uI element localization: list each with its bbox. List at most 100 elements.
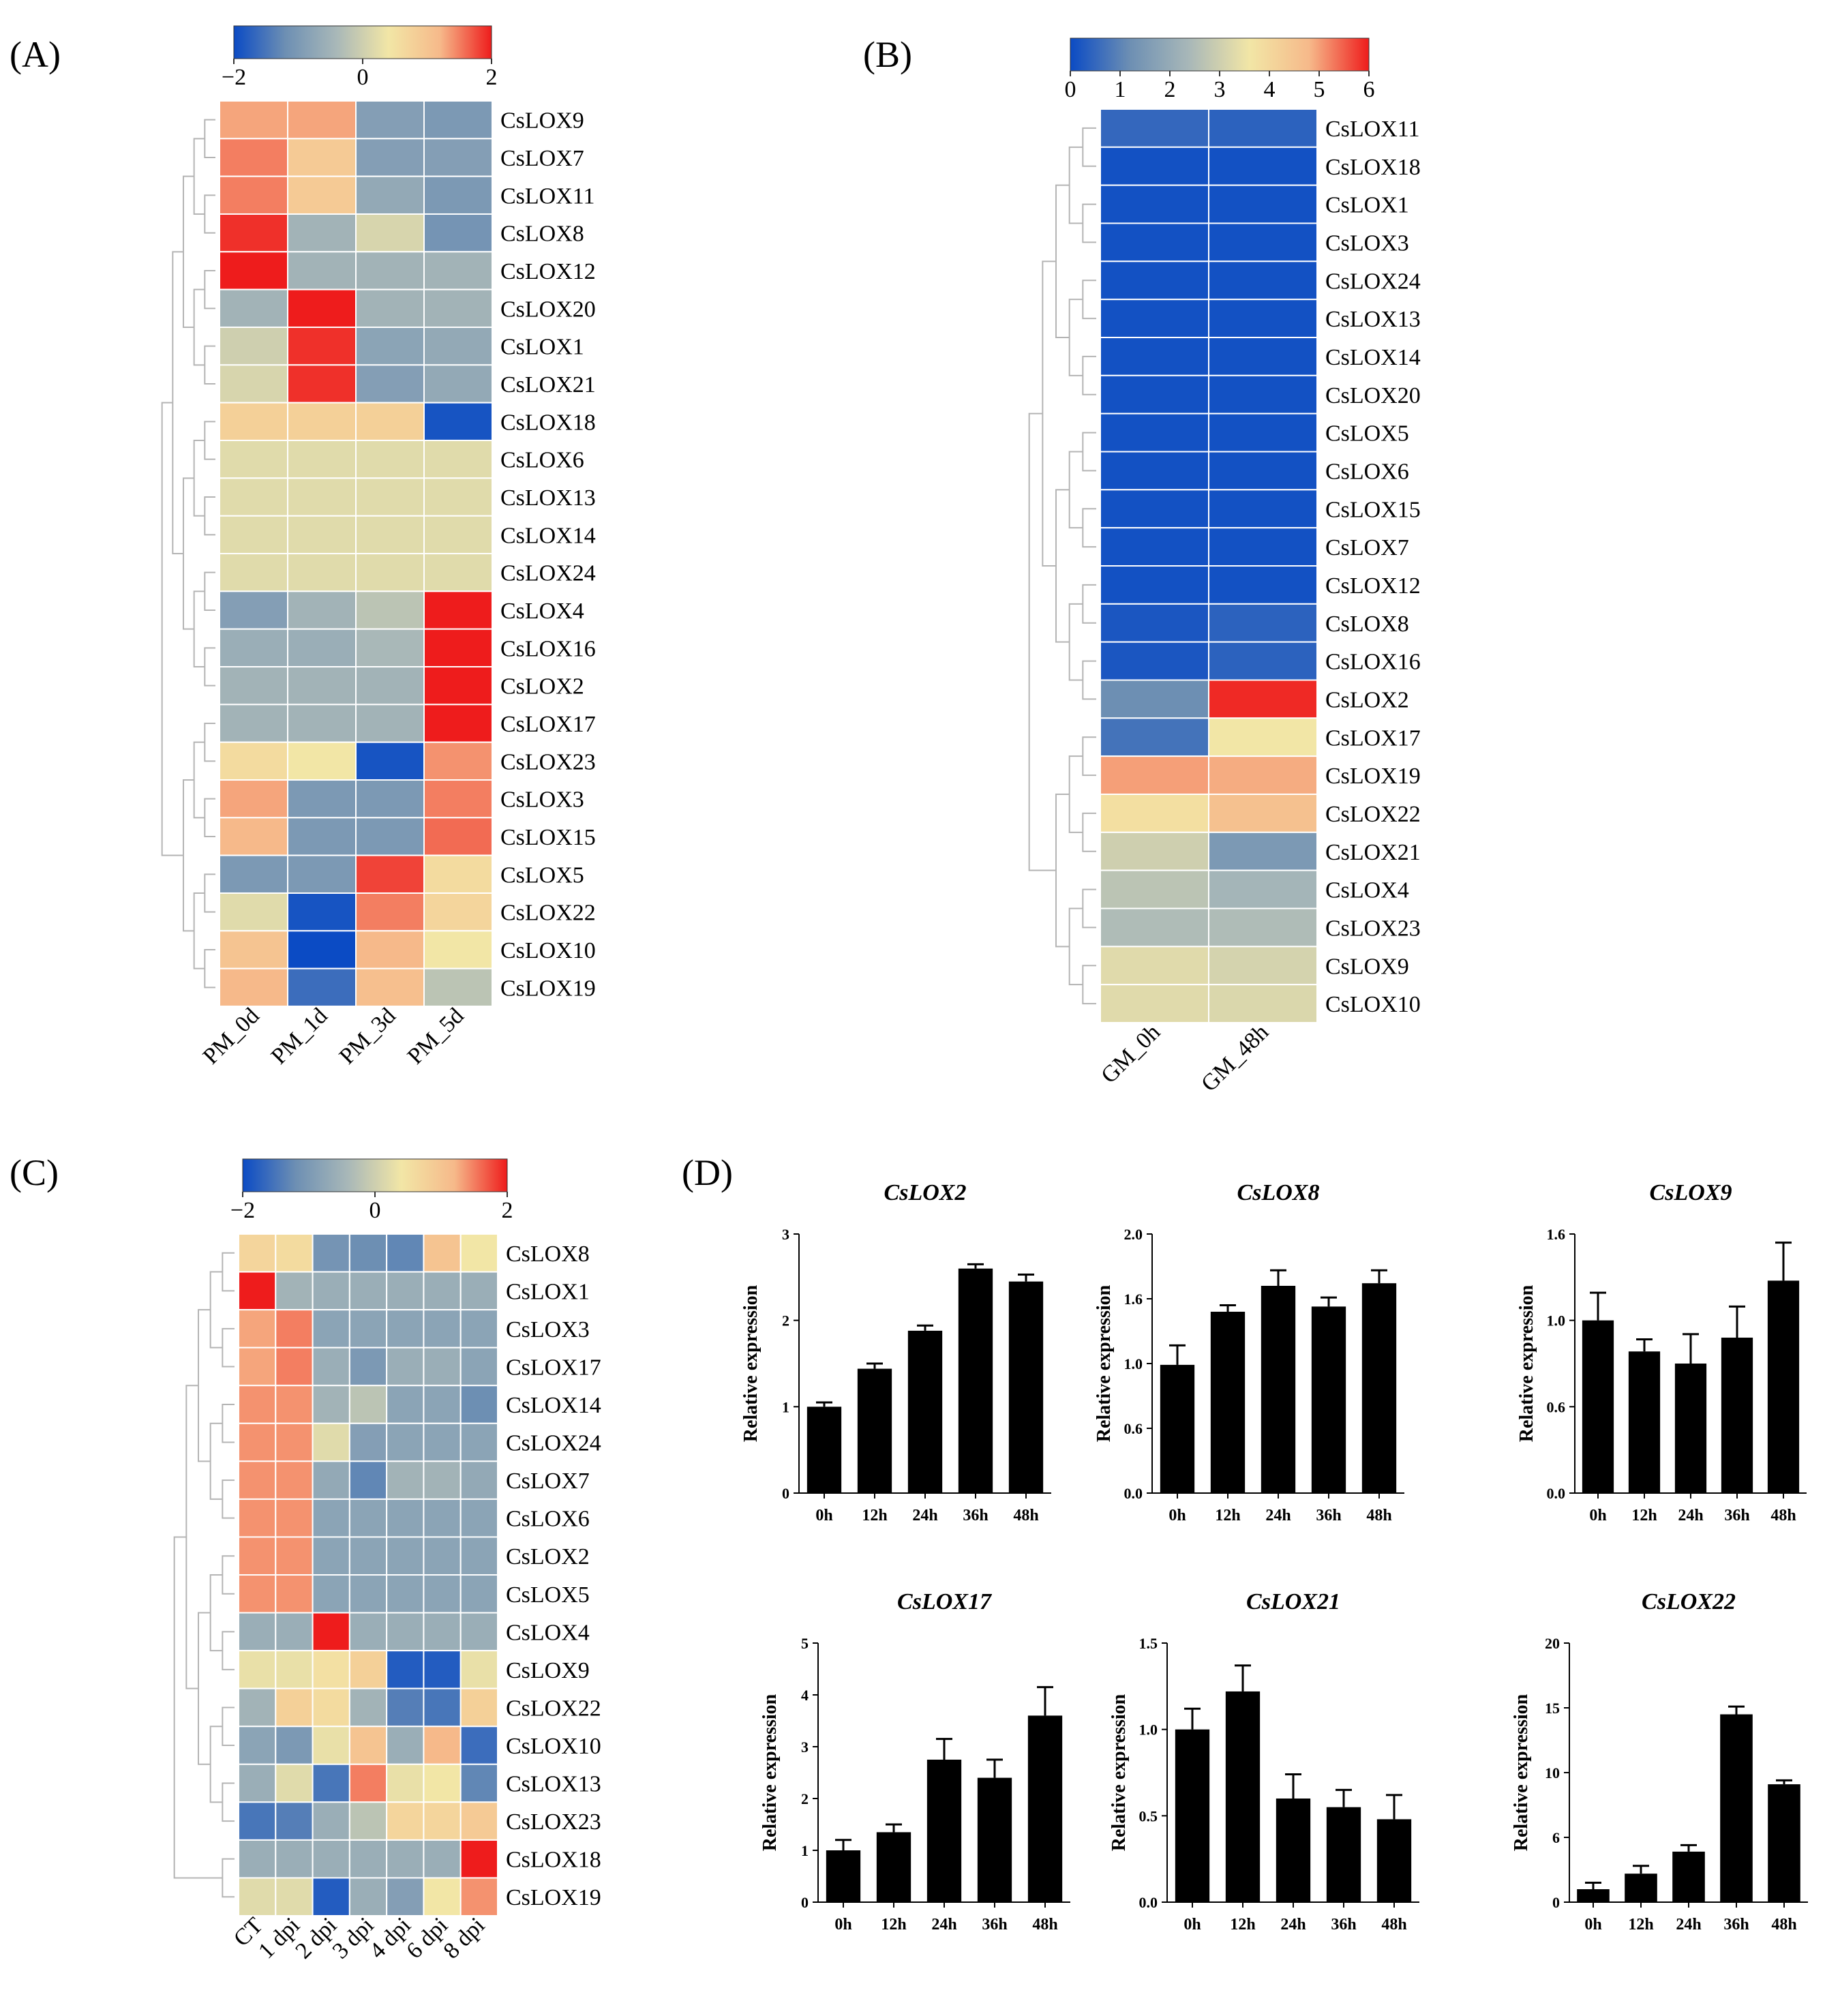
column-label: PM_1d xyxy=(267,1003,333,1069)
heatmap-cell xyxy=(423,1839,462,1879)
row-label: CsLOX10 xyxy=(506,1734,601,1759)
heatmap-cell xyxy=(275,1763,314,1803)
dendrogram-branch xyxy=(209,1271,223,1349)
heatmap-cell xyxy=(423,1877,462,1916)
bar xyxy=(1225,1691,1261,1902)
heatmap-cell xyxy=(219,704,288,743)
bar xyxy=(926,1760,962,1902)
row-label: CsLOX12 xyxy=(500,259,596,284)
x-tick-label: 48h xyxy=(1770,1507,1796,1524)
x-tick-label: 0h xyxy=(1584,1916,1601,1934)
heatmap-cell xyxy=(275,1498,314,1538)
heatmap-cell xyxy=(287,590,357,630)
heatmap-cell xyxy=(423,1726,462,1765)
heatmap-cell xyxy=(459,1422,499,1462)
bar-chart-cslox8: CsLOX8 0.0 0.6 1.0 1.6 2.0 Relative expression… xyxy=(1094,1180,1404,1524)
heatmap-cell xyxy=(1100,146,1209,186)
dendrogram-branch xyxy=(222,1782,235,1822)
heatmap-cell xyxy=(312,1385,350,1424)
heatmap-cell xyxy=(219,288,288,328)
dendrogram-branch xyxy=(204,119,215,158)
x-tick-label: 24h xyxy=(1280,1916,1306,1934)
heatmap-cell xyxy=(312,1346,350,1387)
y-tick-label: 0.6 xyxy=(1124,1420,1143,1437)
y-tick-label: 2.0 xyxy=(1124,1226,1143,1243)
row-label: CsLOX10 xyxy=(1325,992,1421,1017)
heatmap-cell xyxy=(312,1574,350,1614)
panel-label: (C) xyxy=(10,1152,59,1193)
heatmap-cell xyxy=(219,477,288,517)
row-label: CsLOX7 xyxy=(506,1469,590,1494)
heatmap-cell xyxy=(423,1460,462,1500)
row-label: CsLOX11 xyxy=(1325,117,1420,142)
heatmap-cell xyxy=(275,1422,314,1462)
row-label: CsLOX15 xyxy=(1325,497,1421,522)
dendrogram-branch xyxy=(1082,965,1096,1005)
bar xyxy=(1008,1281,1044,1493)
heatmap-cell xyxy=(1208,794,1318,833)
heatmap-cell xyxy=(386,1726,425,1765)
heatmap-cell xyxy=(423,967,493,1007)
heatmap-cell xyxy=(219,779,288,819)
dendrogram-branch xyxy=(204,421,215,460)
heatmap-cell xyxy=(312,1839,350,1879)
heatmap-cell xyxy=(423,288,493,328)
heatmap-cell xyxy=(238,1801,277,1841)
y-tick-label: 1.6 xyxy=(1547,1226,1566,1243)
heatmap-cell xyxy=(219,854,288,894)
y-tick-label: 10 xyxy=(1545,1764,1560,1781)
chart-title: CsLOX8 xyxy=(1237,1180,1320,1205)
heatmap-cell xyxy=(355,741,425,781)
heatmap-cell xyxy=(459,1498,499,1538)
y-tick-label: 3 xyxy=(782,1226,789,1243)
heatmap-cell xyxy=(275,1801,314,1841)
heatmap-cell xyxy=(275,1460,314,1500)
heatmap-cell xyxy=(287,402,357,442)
column-label: 6 dpi xyxy=(402,1912,453,1964)
x-tick-label: 36h xyxy=(1723,1916,1749,1934)
dendrogram-branch xyxy=(222,1631,235,1670)
bar xyxy=(1160,1364,1195,1493)
heatmap-cell xyxy=(1100,641,1209,681)
dendrogram-branch xyxy=(1082,355,1096,395)
row-label: CsLOX12 xyxy=(1325,573,1421,599)
bar xyxy=(1628,1351,1661,1493)
row-label: CsLOX15 xyxy=(500,825,596,850)
x-tick-label: 12h xyxy=(881,1916,906,1934)
x-tick-label: 24h xyxy=(1676,1916,1701,1934)
heatmap-cell xyxy=(1100,565,1209,605)
colorbar-tick-label: 0 xyxy=(1065,77,1076,102)
bar-chart-cslox22: CsLOX22 0 6 10 15 20 Relative expression 0h 12h 2… xyxy=(1511,1589,1808,1934)
dendrogram-branch xyxy=(172,251,183,554)
y-axis-label: Relative expression xyxy=(1516,1284,1537,1442)
x-tick-label: 0h xyxy=(834,1916,851,1934)
heatmap-cell xyxy=(1100,679,1209,719)
heatmap-cell xyxy=(355,288,425,328)
heatmap-cell xyxy=(459,1839,499,1879)
dendrogram-branch xyxy=(1068,146,1083,224)
heatmap-cell xyxy=(423,100,493,140)
heatmap-cell xyxy=(1100,337,1209,376)
heatmap-cell xyxy=(287,138,357,177)
heatmap-cell xyxy=(312,1498,350,1538)
heatmap-cell xyxy=(459,1536,499,1576)
dendrogram-branch xyxy=(222,1479,235,1519)
heatmap-cell xyxy=(287,477,357,517)
heatmap-cell xyxy=(386,1839,425,1879)
heatmap-cell xyxy=(219,515,288,555)
y-tick-label: 1 xyxy=(782,1398,789,1415)
heatmap-cell xyxy=(355,967,425,1007)
heatmap-cell xyxy=(348,1839,388,1879)
heatmap-cell xyxy=(219,251,288,290)
y-tick-label: 0 xyxy=(801,1894,809,1911)
x-tick-label: 48h xyxy=(1381,1916,1406,1934)
heatmap-cell xyxy=(355,590,425,630)
dendrogram-branch xyxy=(204,194,215,234)
heatmap-cell xyxy=(386,1650,425,1689)
row-label: CsLOX6 xyxy=(506,1507,590,1532)
bar-chart-cslox9: CsLOX9 0.0 0.6 1.0 1.6 Relative expression 0h 1… xyxy=(1516,1180,1807,1524)
heatmap-cell xyxy=(219,440,288,479)
heatmap-cell xyxy=(423,1422,462,1462)
heatmap-cell xyxy=(238,1687,277,1728)
y-axis-label: Relative expression xyxy=(740,1284,761,1442)
